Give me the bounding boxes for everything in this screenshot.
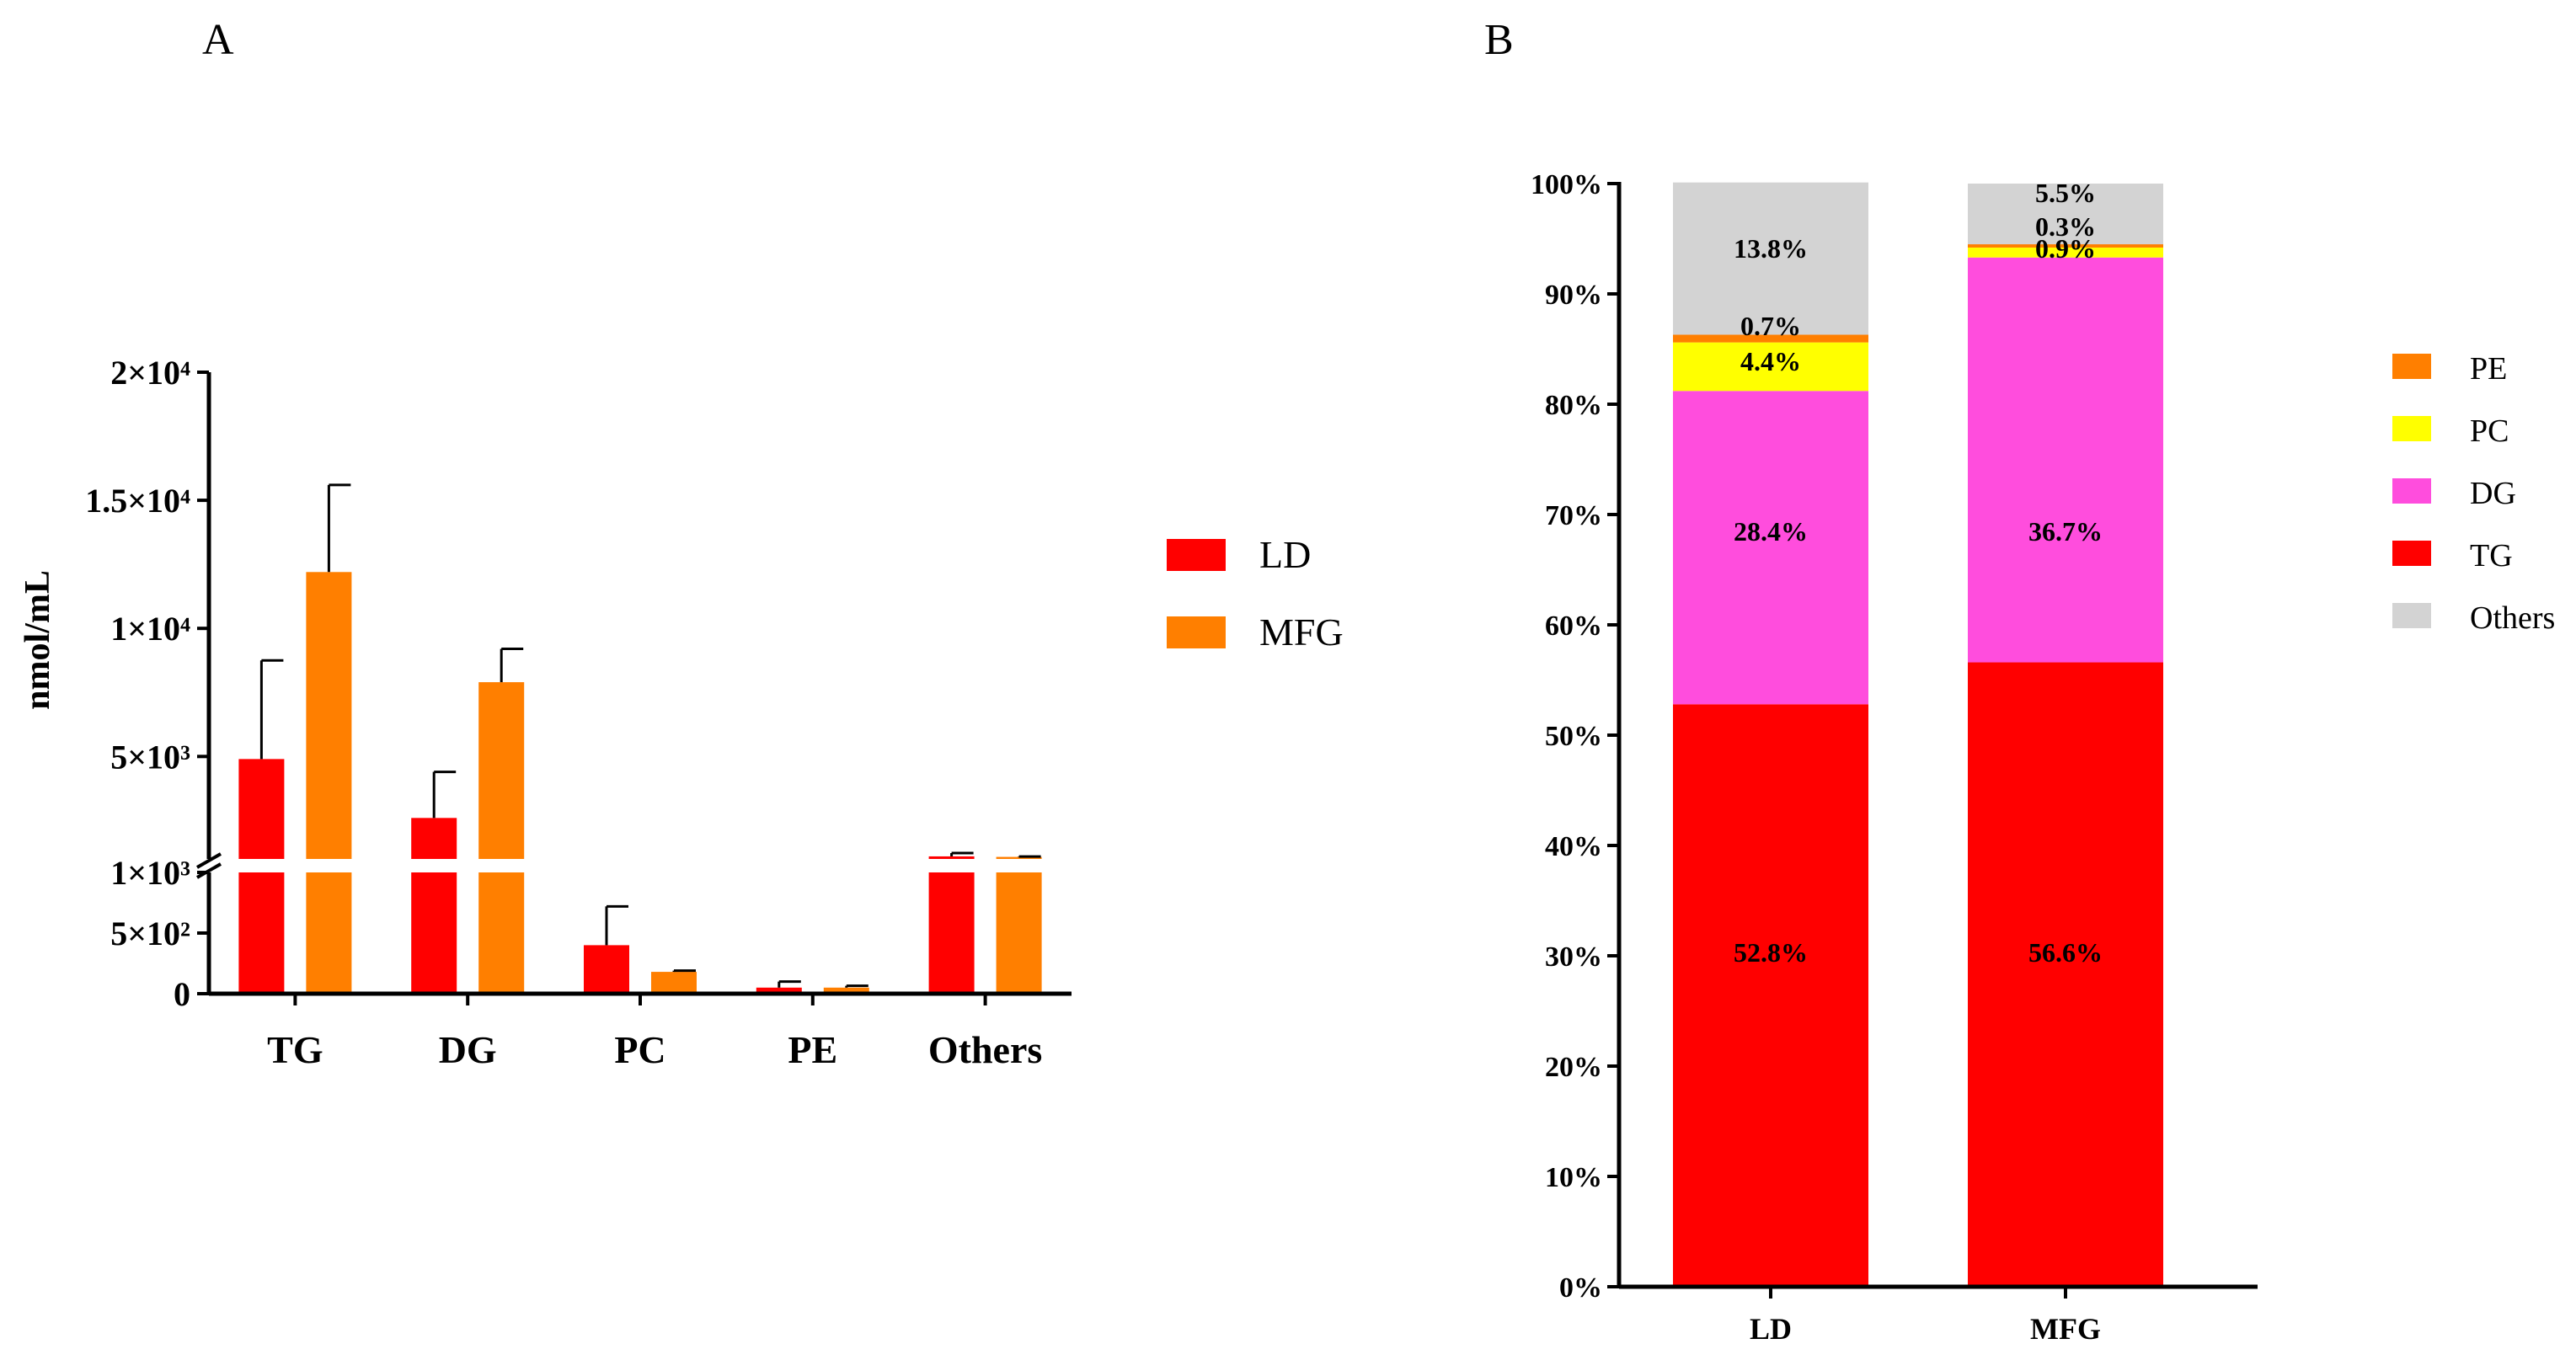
- legend-label-b-tg: TG: [2470, 538, 2513, 573]
- segment-others-ld: [1673, 182, 1868, 335]
- panel-b-letter: B: [1484, 16, 1514, 64]
- bar-mfg-pe: [823, 987, 869, 994]
- x-tick-label-pe: PE: [788, 1028, 837, 1071]
- legend-label-b-dg: DG: [2470, 476, 2516, 511]
- chart-a: TG DG PC PE Others 0 5×10² 1×10³ 5×10³ 1×10⁴ 1.5×1…: [19, 354, 1344, 1071]
- legend-label-mfg: MFG: [1259, 611, 1344, 653]
- segment-label-dg-mfg: 36.7%: [2028, 516, 2103, 547]
- bar-ld-dg: [411, 818, 457, 994]
- y-tick-label-b-10: 100%: [1531, 169, 1602, 200]
- segment-label-pc-ld: 4.4%: [1740, 346, 1801, 376]
- y-tick-label-0: 0: [174, 975, 190, 1013]
- segment-label-others-ld: 13.8%: [1734, 233, 1808, 264]
- bar-ld-pc: [584, 945, 629, 994]
- y-tick-label-b-5: 50%: [1545, 721, 1602, 752]
- bar-ld-tg: [238, 759, 285, 994]
- axis-break-gap: [212, 859, 1075, 872]
- chart-b: LD MFG 52.8% 28.4% 4.4% 0.7% 13.8% 56.6% 36.7% 0.…: [1531, 169, 2555, 1346]
- legend-swatch-b-dg: [2392, 478, 2431, 504]
- legend-swatch-mfg: [1167, 616, 1226, 648]
- y-axis-label: nmol/mL: [19, 570, 57, 710]
- segment-label-dg-ld: 28.4%: [1734, 516, 1808, 547]
- y-tick-label-b-6: 60%: [1545, 611, 1602, 642]
- segment-others-mfg: [1968, 184, 2163, 245]
- y-tick-label-5: 1.5×10⁴: [85, 482, 190, 520]
- x-tick-label-tg: TG: [267, 1028, 323, 1071]
- legend-swatch-ld: [1167, 539, 1226, 571]
- axis-break-mark-upper: [196, 852, 222, 869]
- segment-tg-ld: [1673, 704, 1868, 1287]
- y-tick-label-3: 5×10³: [110, 738, 190, 776]
- legend-swatch-b-pc: [2392, 416, 2431, 441]
- bar-mfg-tg: [306, 572, 352, 994]
- segment-dg-mfg: [1968, 257, 2163, 663]
- segment-pe-ld: [1673, 334, 1868, 343]
- bar-mfg-pc: [651, 972, 697, 994]
- legend-label-b-others: Others: [2470, 600, 2555, 636]
- bar-ld-others: [928, 856, 975, 994]
- x-tick-label-pc: PC: [614, 1028, 665, 1071]
- y-tick-label-1: 5×10²: [110, 915, 190, 952]
- x-tick-label-dg: DG: [439, 1028, 497, 1071]
- bar-mfg-dg: [478, 682, 525, 994]
- segment-pc-mfg: [1968, 247, 2163, 258]
- y-tick-label-b-2: 20%: [1545, 1052, 1602, 1083]
- y-tick-label-2: 1×10³: [110, 854, 190, 892]
- legend-swatch-b-pe: [2392, 354, 2431, 379]
- segment-label-tg-mfg: 56.6%: [2028, 937, 2103, 968]
- segment-tg-mfg: [1968, 662, 2163, 1287]
- y-tick-label-b-0: 0%: [1559, 1272, 1602, 1304]
- legend-label-ld: LD: [1259, 533, 1311, 576]
- y-tick-label-b-7: 70%: [1545, 500, 1602, 531]
- y-tick-label-b-4: 40%: [1545, 831, 1602, 862]
- bar-mfg-others: [996, 856, 1042, 994]
- segment-label-others-mfg: 5.5%: [2035, 178, 2096, 208]
- bar-ld-pe: [756, 987, 802, 994]
- x-tick-label-ld: LD: [1750, 1312, 1792, 1346]
- legend-label-b-pe: PE: [2470, 351, 2507, 387]
- segment-pe-mfg: [1968, 244, 2163, 248]
- y-tick-label-b-3: 30%: [1545, 941, 1602, 973]
- segment-pc-ld: [1673, 342, 1868, 392]
- legend-swatch-b-others: [2392, 603, 2431, 628]
- legend-label-b-pc: PC: [2470, 413, 2509, 449]
- segment-label-pe-ld: 0.7%: [1740, 311, 1801, 341]
- y-tick-label-b-9: 90%: [1545, 280, 1602, 311]
- segment-label-pc-mfg: 0.9%: [2035, 233, 2096, 264]
- x-tick-label-others: Others: [928, 1028, 1042, 1071]
- segment-label-tg-ld: 52.8%: [1734, 937, 1808, 968]
- y-tick-label-b-1: 10%: [1545, 1162, 1602, 1193]
- segment-label-pe-mfg: 0.3%: [2035, 211, 2096, 242]
- y-tick-label-b-8: 80%: [1545, 390, 1602, 421]
- panel-a-letter: A: [202, 16, 234, 64]
- y-tick-label-4: 1×10⁴: [110, 610, 190, 648]
- segment-dg-ld: [1673, 391, 1868, 705]
- legend-swatch-b-tg: [2392, 541, 2431, 566]
- x-tick-label-mfg: MFG: [2030, 1312, 2101, 1346]
- y-tick-label-6: 2×10⁴: [110, 354, 190, 392]
